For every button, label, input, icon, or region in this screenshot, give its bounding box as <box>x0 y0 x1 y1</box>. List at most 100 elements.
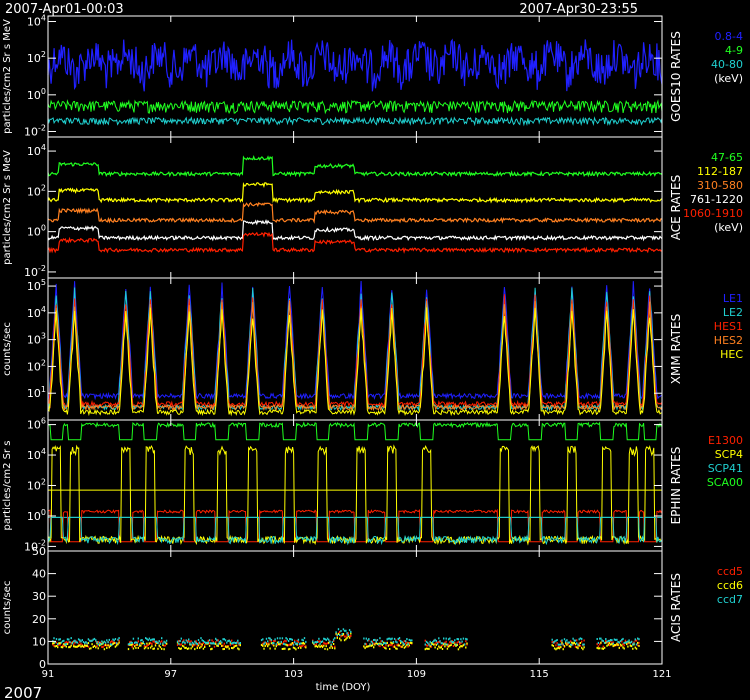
point-ccd7 <box>76 641 79 644</box>
point-ccd7 <box>451 641 453 644</box>
point-ccd7 <box>319 642 321 645</box>
point-ccd6 <box>84 644 86 647</box>
point-ccd7 <box>449 637 451 640</box>
point-ccd6 <box>199 646 201 649</box>
x-tick-label: 115 <box>530 669 549 680</box>
point-ccd7 <box>260 639 263 642</box>
point-ccd5 <box>195 640 197 643</box>
point-ccd5 <box>612 641 614 644</box>
point-ccd5 <box>611 641 613 644</box>
point-ccd6 <box>134 645 136 648</box>
point-ccd7 <box>143 643 146 646</box>
point-ccd7 <box>206 641 208 644</box>
point-ccd7 <box>188 638 190 641</box>
point-ccd6 <box>578 644 580 647</box>
point-ccd7 <box>137 637 139 640</box>
point-ccd5 <box>66 641 69 644</box>
series-4-9 <box>47 99 663 115</box>
point-ccd7 <box>267 640 269 643</box>
point-ccd5 <box>263 641 265 644</box>
point-ccd7 <box>85 641 87 644</box>
point-ccd5 <box>619 644 622 647</box>
point-ccd7 <box>432 641 434 644</box>
y-tick-label: 104 <box>27 447 46 462</box>
point-ccd6 <box>456 644 458 646</box>
point-ccd7 <box>233 641 235 644</box>
point-ccd6 <box>163 648 165 651</box>
point-ccd7 <box>96 641 98 644</box>
point-ccd6 <box>151 645 153 648</box>
point-ccd6 <box>363 645 365 648</box>
point-ccd5 <box>238 643 240 646</box>
point-ccd6 <box>374 643 376 646</box>
point-ccd7 <box>141 639 143 641</box>
point-ccd5 <box>446 645 449 648</box>
point-ccd7 <box>192 642 195 645</box>
point-ccd7 <box>597 641 600 644</box>
point-ccd5 <box>188 640 190 643</box>
point-ccd6 <box>637 641 639 644</box>
point-ccd7 <box>599 637 601 640</box>
point-ccd7 <box>297 638 300 641</box>
point-ccd5 <box>450 642 452 644</box>
point-ccd7 <box>439 640 441 643</box>
point-ccd7 <box>314 641 316 644</box>
point-ccd6 <box>63 643 65 646</box>
point-ccd7 <box>320 641 322 643</box>
y-tick-label: 100 <box>27 87 46 102</box>
point-ccd7 <box>560 643 562 646</box>
point-ccd5 <box>276 643 279 646</box>
point-ccd7 <box>409 639 412 642</box>
point-ccd6 <box>599 647 601 650</box>
point-ccd5 <box>73 643 75 646</box>
point-ccd6 <box>315 645 318 648</box>
point-ccd7 <box>452 641 455 644</box>
point-ccd5 <box>343 635 346 638</box>
legend-entry: SCP41 <box>708 462 743 475</box>
point-ccd7 <box>108 638 110 641</box>
point-ccd6 <box>291 642 293 644</box>
point-ccd6 <box>158 644 160 647</box>
point-ccd5 <box>59 643 61 646</box>
point-ccd6 <box>348 636 351 639</box>
point-ccd7 <box>269 637 271 640</box>
point-ccd7 <box>212 642 214 645</box>
point-ccd6 <box>208 644 211 647</box>
point-ccd7 <box>146 637 148 640</box>
point-ccd5 <box>108 644 110 647</box>
point-ccd6 <box>583 646 585 649</box>
point-ccd7 <box>268 637 270 640</box>
point-ccd7 <box>68 638 70 641</box>
point-ccd6 <box>329 646 331 649</box>
point-ccd6 <box>156 642 158 644</box>
point-ccd7 <box>324 638 326 641</box>
point-ccd5 <box>152 640 154 643</box>
point-ccd6 <box>228 647 230 650</box>
point-ccd7 <box>613 638 616 641</box>
point-ccd5 <box>207 639 209 642</box>
point-ccd7 <box>374 638 376 641</box>
point-ccd6 <box>336 636 338 639</box>
point-ccd6 <box>61 646 64 649</box>
y-tick-label: 0 <box>39 658 46 671</box>
point-ccd6 <box>97 647 99 650</box>
point-ccd7 <box>619 640 622 643</box>
point-ccd6 <box>74 645 76 648</box>
point-ccd5 <box>64 641 66 644</box>
point-ccd7 <box>407 642 409 645</box>
point-ccd7 <box>347 634 349 636</box>
point-ccd6 <box>161 647 163 650</box>
point-ccd5 <box>131 645 133 648</box>
y-tick-label: 10-2 <box>24 123 46 138</box>
point-ccd6 <box>605 641 607 644</box>
point-ccd6 <box>181 644 184 647</box>
point-ccd6 <box>276 641 279 644</box>
point-ccd7 <box>84 642 86 645</box>
legend-entry: LE1 <box>723 292 743 305</box>
point-ccd5 <box>102 645 104 648</box>
legend-entry: LE2 <box>723 306 743 319</box>
point-ccd6 <box>381 644 383 646</box>
point-ccd6 <box>602 647 604 650</box>
point-ccd6 <box>52 642 54 645</box>
point-ccd7 <box>569 643 572 646</box>
